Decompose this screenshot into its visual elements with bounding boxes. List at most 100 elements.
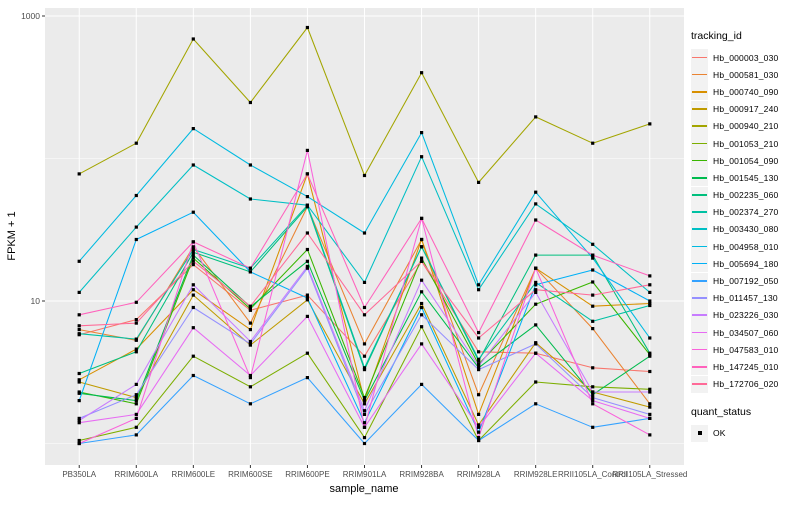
data-point [420, 71, 424, 75]
data-point [591, 304, 595, 308]
data-point [248, 266, 252, 270]
legend-item: Hb_004958_010 [691, 238, 799, 256]
data-point [534, 402, 538, 406]
data-point [591, 268, 595, 272]
data-point [191, 250, 195, 254]
legend-key [691, 117, 708, 135]
data-point [477, 393, 481, 397]
legend-item-label: Hb_000740_090 [713, 86, 779, 97]
data-point [420, 313, 424, 317]
legend-item-label: Hb_000003_030 [713, 52, 779, 63]
data-point [77, 371, 81, 376]
legend-key [691, 341, 708, 359]
data-point [362, 280, 367, 284]
data-point [591, 253, 595, 257]
x-axis-title: sample_name [329, 483, 398, 495]
data-point [420, 290, 424, 294]
data-point [420, 382, 424, 386]
data-point [305, 376, 309, 380]
legend-color-line [692, 159, 707, 162]
legend-color-line [692, 383, 707, 385]
data-point [248, 307, 252, 311]
data-point [648, 122, 652, 126]
data-point [591, 366, 595, 370]
data-point [648, 274, 652, 278]
data-point [591, 293, 595, 297]
data-point [362, 399, 367, 403]
data-point [134, 433, 138, 437]
data-point [420, 325, 424, 329]
data-point [305, 231, 309, 235]
x-tick-label: RRII105LA_Stressed [612, 470, 687, 479]
legend-item: Hb_001054_090 [691, 152, 799, 170]
legend-item-quant-status: OK [691, 424, 799, 442]
data-point [534, 380, 538, 384]
legend-key [691, 49, 708, 67]
legend-color-line [692, 314, 707, 316]
data-point [305, 293, 309, 297]
legend-item: Hb_000940_210 [691, 117, 799, 135]
data-point [648, 299, 652, 303]
legend-item-label: Hb_004958_010 [713, 241, 779, 252]
data-point [420, 259, 424, 263]
data-point [362, 421, 367, 425]
data-point [477, 430, 481, 434]
data-point [420, 131, 424, 135]
data-point [134, 141, 138, 145]
data-point [134, 337, 138, 341]
data-point [534, 351, 538, 355]
legend-item-label: Hb_007192_050 [713, 276, 779, 287]
legend-item: Hb_047583_010 [691, 341, 799, 359]
legend-color-line [692, 125, 707, 127]
data-point [420, 237, 424, 242]
data-point [420, 342, 424, 346]
legend-key [691, 324, 708, 342]
data-point [591, 256, 595, 260]
data-point [648, 390, 652, 394]
data-point [362, 368, 367, 372]
data-point [305, 259, 309, 263]
legend-item: Hb_002374_270 [691, 203, 799, 221]
x-tick-label: RRIM928LA [457, 470, 501, 479]
data-point [534, 253, 538, 257]
x-tick-label: RRIM901LA [343, 470, 387, 479]
legend-item-label: Hb_005694_180 [713, 258, 779, 269]
legend-item-label: Hb_047583_010 [713, 344, 779, 355]
data-point [248, 376, 252, 380]
data-point [591, 141, 595, 145]
data-point [477, 357, 481, 361]
x-tick-label: RRII105LA_Control [558, 470, 628, 479]
data-point [134, 393, 138, 397]
data-point [477, 350, 481, 354]
data-point [191, 288, 195, 292]
data-point [477, 180, 481, 184]
data-point [534, 342, 538, 346]
legend-color-line [692, 194, 707, 196]
data-point [77, 421, 81, 425]
legend-color-line [692, 142, 707, 145]
data-point [191, 326, 195, 330]
data-point [134, 347, 138, 351]
data-point [248, 304, 252, 308]
legend-item-label: Hb_147245_010 [713, 361, 779, 372]
legend-item: Hb_000740_090 [691, 83, 799, 101]
data-point [591, 425, 595, 429]
data-point [534, 218, 538, 222]
data-point [420, 245, 424, 249]
y-tick-label: 1000 [21, 11, 40, 21]
x-tick-label: RRIM928BA [399, 470, 444, 479]
data-point [477, 331, 481, 335]
data-point [191, 253, 195, 257]
legend-color-line [692, 280, 707, 282]
legend-item: Hb_007192_050 [691, 272, 799, 290]
data-point [134, 225, 138, 229]
data-point [591, 402, 595, 406]
data-point [305, 247, 309, 252]
data-point [362, 305, 367, 310]
legend-item: Hb_000917_240 [691, 100, 799, 118]
legend2-items: OK [691, 424, 799, 442]
data-point [648, 303, 652, 308]
legend-item: Hb_000003_030 [691, 49, 799, 67]
legend-key [691, 186, 708, 204]
legend-item-label: Hb_002235_060 [713, 190, 779, 201]
